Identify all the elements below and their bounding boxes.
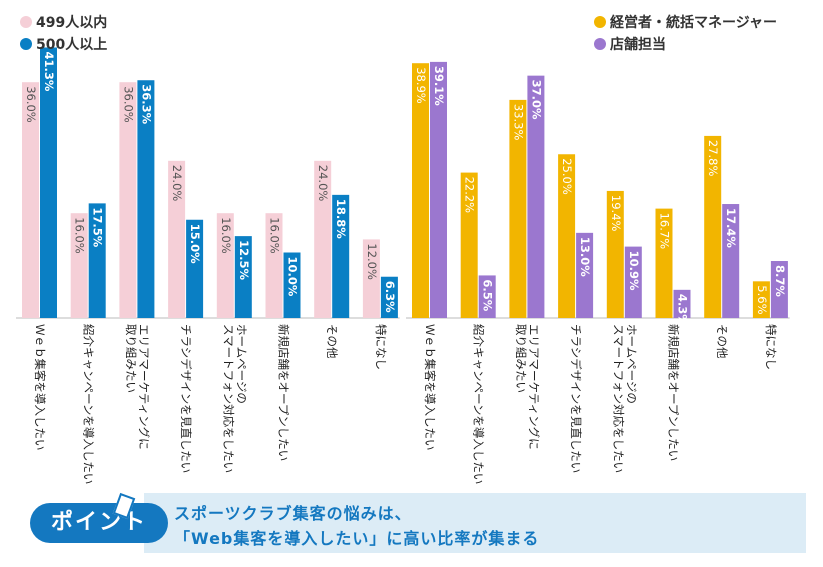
bar-c0-s1-2 [137, 80, 155, 318]
bar-c1-s1-3 [576, 232, 594, 318]
value-label-c1-s1-3: 13.0% [578, 237, 592, 277]
bar-c0-s0-3 [168, 160, 186, 318]
value-label-c1-s0-7: 5.6% [755, 285, 769, 314]
category-label-c0-7-0: 特になし [374, 324, 388, 370]
category-label-c0-3-0: チラシデザインを見直したい [179, 324, 193, 473]
survey-bar-charts: 36.0% 41.3% Ｗｅｂ集客を導入したい 16.0% 17.5% 紹介キャンペーンを… [16, 14, 790, 484]
bar-c1-s1-4 [624, 246, 642, 318]
bar-c1-s0-0 [412, 63, 429, 318]
category-label-c0-2-0: エリアマーケティングに [137, 324, 151, 450]
value-label-c1-s1-5: 4.3% [676, 294, 690, 326]
legend-swatch-c0-1 [20, 38, 32, 50]
banner-line-1: スポーツクラブ集客の悩みは、 [174, 504, 412, 523]
category-label-c1-4-1: スマートフォン対応をしたい [611, 324, 625, 473]
category-label-c1-2-1: 取り組みたい [514, 324, 528, 393]
value-label-c0-s0-3: 24.0% [170, 165, 184, 202]
bar-c1-s0-1 [460, 172, 478, 318]
value-label-c0-s0-0: 36.0% [24, 86, 38, 123]
bar-c1-s1-0 [430, 61, 447, 319]
value-label-c0-s1-7: 6.3% [383, 281, 397, 313]
value-label-c1-s1-2: 37.0% [529, 80, 543, 120]
value-label-c1-s0-1: 22.2% [463, 177, 477, 214]
bar-c0-s1-7 [380, 276, 398, 318]
value-label-c1-s1-7: 8.7% [773, 265, 787, 297]
category-label-c1-4-0: ホームページの [624, 324, 638, 404]
legend-label-c1-0: 経営者・統括マネージャー [610, 14, 777, 31]
banner-background [144, 493, 806, 553]
category-label-c0-0-0: Ｗｅｂ集客を導入したい [33, 324, 47, 451]
legend-swatch-c0-0 [20, 16, 32, 28]
category-label-c1-0-0: Ｗｅｂ集客を導入したい [423, 324, 437, 451]
value-label-c0-s1-1: 17.5% [91, 207, 105, 247]
bar-c1-s0-6 [704, 135, 722, 318]
bar-c0-s1-4 [234, 236, 252, 318]
bar-c1-s1-1 [478, 275, 496, 318]
legend-label-c1-1: 店舗担当 [610, 36, 666, 53]
category-label-c0-4-0: ホームページの [234, 324, 248, 404]
value-label-c0-s0-4: 16.0% [219, 217, 233, 254]
bar-c1-s1-2 [527, 75, 545, 319]
value-label-c1-s1-6: 17.4% [724, 208, 738, 248]
legend-swatch-c1-1 [594, 38, 606, 50]
value-label-c1-s0-6: 27.8% [706, 140, 720, 177]
category-label-c0-4-1: スマートフォン対応をしたい [221, 324, 235, 473]
bar-c0-s1-3 [186, 219, 204, 318]
value-label-c1-s1-0: 39.1% [432, 66, 446, 106]
category-label-c1-7-0: 特になし [764, 324, 778, 370]
value-label-c1-s0-0: 38.9% [414, 67, 428, 104]
bar-c0-s1-5 [283, 252, 301, 318]
bar-c1-s0-2 [509, 99, 527, 318]
banner-line-2: 「Web集客を導入したい」に高い比率が集まる [174, 529, 540, 548]
bar-c0-s0-6 [314, 160, 332, 318]
bar-c1-s0-7 [752, 281, 770, 318]
category-label-c0-2-1: 取り組みたい [124, 324, 138, 393]
value-label-c1-s0-4: 19.4% [609, 195, 623, 232]
bar-c0-s0-5 [265, 213, 283, 318]
category-label-c0-1-0: 紹介キャンペーンを導入したい [82, 324, 96, 484]
point-badge: ポイント [30, 503, 168, 543]
value-label-c1-s0-2: 33.3% [511, 104, 525, 141]
value-label-c0-s1-6: 18.8% [334, 199, 348, 239]
point-banner: ポイント スポーツクラブ集客の悩みは、 「Web集客を導入したい」に高い比率が集… [24, 492, 806, 553]
value-label-c0-s0-6: 24.0% [316, 165, 330, 202]
bar-c0-s1-6 [332, 194, 350, 318]
category-label-c1-2-0: エリアマーケティングに [527, 324, 541, 450]
bar-c1-s1-7 [770, 261, 788, 318]
bar-c0-s1-0 [40, 47, 57, 319]
value-label-c0-s1-2: 36.3% [139, 84, 153, 124]
category-label-c1-3-0: チラシデザインを見直したい [569, 324, 583, 473]
bar-c0-s0-4 [216, 213, 234, 318]
value-label-c0-s1-4: 12.5% [237, 240, 251, 280]
bar-c1-s0-5 [655, 208, 673, 318]
value-label-c1-s0-5: 16.7% [658, 213, 672, 250]
category-label-c0-6-0: その他 [325, 324, 339, 359]
category-label-c1-5-0: 新規店舗をオープンしたい [667, 324, 681, 461]
category-label-c1-6-0: その他 [715, 324, 729, 359]
value-label-c0-s0-2: 36.0% [121, 86, 135, 123]
value-label-c0-s1-5: 10.0% [286, 257, 300, 297]
bar-c0-s0-2 [119, 82, 137, 318]
legend-swatch-c1-0 [594, 16, 606, 28]
bar-c1-s0-4 [606, 190, 624, 318]
value-label-c1-s0-3: 25.0% [560, 158, 574, 195]
category-label-c0-5-0: 新規店舗をオープンしたい [277, 324, 291, 461]
category-label-c1-1-0: 紹介キャンペーンを導入したい [472, 324, 486, 484]
bar-c1-s1-5 [673, 289, 691, 318]
bar-c1-s0-3 [558, 154, 576, 318]
value-label-c1-s1-1: 6.5% [481, 279, 495, 311]
bar-c0-s1-1 [88, 203, 106, 318]
bar-c1-s1-6 [722, 204, 740, 318]
bar-c0-s0-1 [70, 213, 88, 318]
value-label-c1-s1-4: 10.9% [627, 251, 641, 291]
value-label-c0-s0-7: 12.0% [365, 243, 379, 280]
value-label-c0-s1-3: 15.0% [188, 224, 202, 264]
legend-label-c0-1: 500人以上 [36, 36, 107, 53]
value-label-c0-s0-1: 16.0% [73, 217, 87, 254]
legend-label-c0-0: 499人以内 [36, 14, 107, 31]
bar-c0-s0-0 [22, 82, 39, 318]
bar-c0-s0-7 [362, 239, 380, 318]
value-label-c0-s1-0: 41.3% [42, 51, 56, 91]
value-label-c0-s0-5: 16.0% [268, 217, 282, 254]
